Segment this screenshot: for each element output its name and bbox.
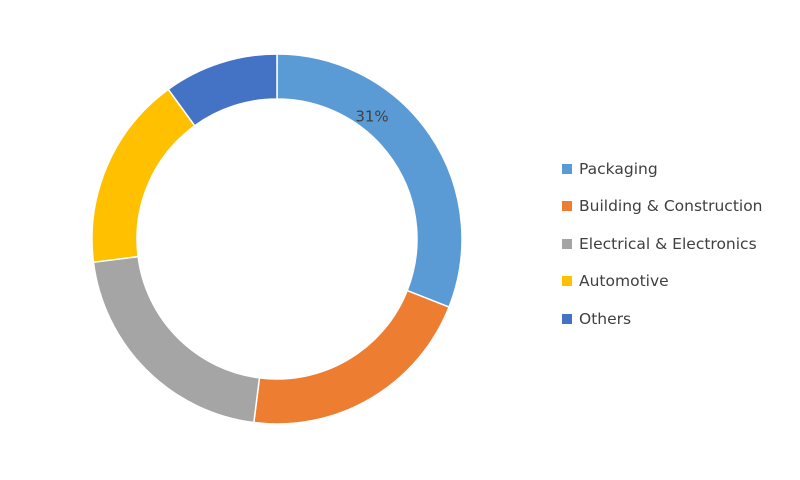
slice-packaging: [276, 53, 463, 309]
slice-electrical-and-electronics: [92, 255, 261, 424]
legend-swatch: [562, 238, 572, 249]
legend-item-others: Others: [562, 300, 763, 338]
legend-swatch: [562, 201, 572, 212]
slice-automotive: [91, 88, 196, 264]
legend-label: Electrical & Electronics: [579, 234, 757, 253]
legend: Packaging Building & Construction Electric…: [562, 150, 763, 338]
legend-label: Automotive: [579, 272, 669, 291]
legend-swatch: [562, 163, 572, 174]
legend-item-electrical-and-electronics: Electrical & Electronics: [562, 225, 763, 263]
slice-building-and-construction: [252, 289, 450, 425]
legend-item-automotive: Automotive: [562, 263, 763, 301]
legend-label: Packaging: [579, 159, 658, 178]
legend-swatch: [562, 313, 572, 324]
legend-item-packaging: Packaging: [562, 150, 763, 188]
legend-label: Building & Construction: [579, 197, 763, 216]
slice-others: [167, 53, 278, 127]
data-label-packaging: 31%: [355, 108, 388, 126]
legend-item-building-and-construction: Building & Construction: [562, 188, 763, 226]
legend-swatch: [562, 276, 572, 287]
legend-label: Others: [579, 309, 632, 328]
